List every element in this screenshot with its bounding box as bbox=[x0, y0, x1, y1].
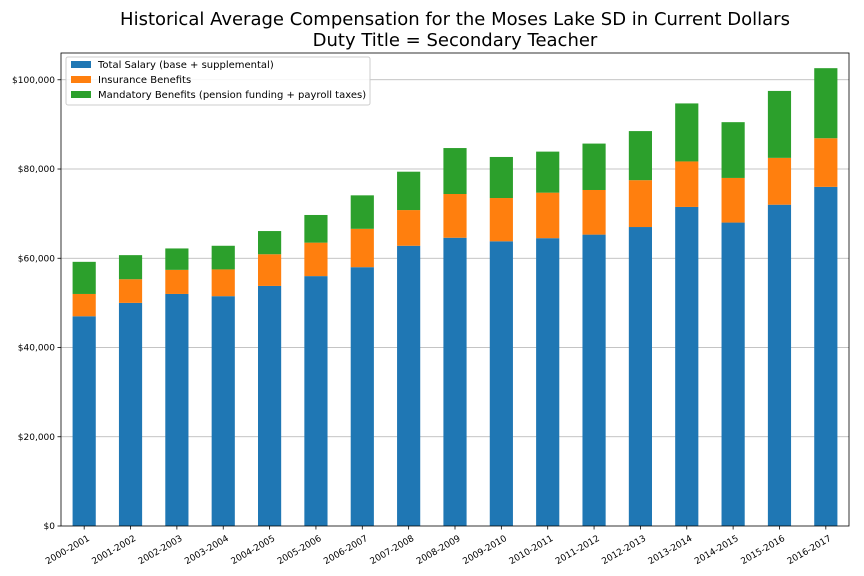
bar-segment bbox=[443, 194, 467, 238]
bar-segment bbox=[258, 285, 282, 526]
bar-segment bbox=[675, 103, 699, 162]
bar-segment bbox=[397, 210, 421, 246]
bar-segment bbox=[211, 245, 235, 270]
bar-segment bbox=[165, 248, 189, 270]
y-tick-label: $40,000 bbox=[18, 344, 55, 354]
bar-segment bbox=[582, 234, 606, 527]
legend-box bbox=[65, 56, 371, 106]
y-tick-label: $0 bbox=[44, 522, 56, 532]
legend: Total Salary (base + supplemental) Insura… bbox=[65, 56, 371, 106]
bar-segment bbox=[721, 222, 745, 526]
y-tick-label: $80,000 bbox=[18, 165, 55, 175]
bar-segment bbox=[443, 148, 467, 195]
bar-segment bbox=[304, 242, 328, 277]
bar-segment bbox=[118, 279, 143, 303]
bar-segment bbox=[258, 254, 282, 286]
bar-segment bbox=[72, 316, 96, 526]
bar-segment bbox=[767, 90, 792, 158]
legend-label: Mandatory Benefits (pension funding + pa… bbox=[98, 90, 366, 101]
bar-segment bbox=[72, 293, 96, 317]
bar-segment bbox=[397, 171, 421, 211]
bars bbox=[72, 68, 838, 527]
bar-segment bbox=[165, 269, 189, 294]
bar-segment bbox=[628, 227, 652, 526]
bar-segment bbox=[350, 195, 374, 229]
bar-segment bbox=[304, 276, 328, 526]
legend-label: Insurance Benefits bbox=[98, 75, 191, 86]
y-axis: $0 $20,000 $40,000 $60,000 $80,000 $100,000 bbox=[12, 76, 61, 532]
legend-swatch bbox=[71, 61, 91, 68]
legend-swatch bbox=[71, 91, 91, 98]
y-tick-label: $100,000 bbox=[12, 76, 55, 86]
bar-segment bbox=[675, 161, 699, 207]
bar-segment bbox=[489, 241, 513, 526]
bar-segment bbox=[582, 143, 606, 190]
bar-segment bbox=[675, 206, 699, 526]
bar-segment bbox=[443, 237, 467, 526]
bar-segment bbox=[72, 261, 96, 294]
bar-segment bbox=[489, 156, 513, 199]
bar-segment bbox=[536, 192, 560, 239]
bar-segment bbox=[721, 122, 745, 178]
y-tick-label: $60,000 bbox=[18, 254, 55, 264]
bar-segment bbox=[350, 228, 374, 268]
bar-segment bbox=[814, 186, 838, 526]
bar-segment bbox=[258, 231, 282, 255]
legend-swatch bbox=[71, 76, 91, 83]
bar-segment bbox=[304, 214, 328, 243]
bar-segment bbox=[814, 68, 838, 139]
bar-segment bbox=[350, 267, 374, 526]
bar-segment bbox=[814, 138, 838, 187]
chart-title: Historical Average Compensation for the … bbox=[120, 9, 790, 30]
bar-segment bbox=[767, 204, 792, 526]
bar-segment bbox=[211, 269, 235, 297]
bar-segment bbox=[397, 245, 421, 526]
bar-segment bbox=[536, 151, 560, 193]
y-tick-label: $20,000 bbox=[18, 433, 55, 443]
bar-segment bbox=[489, 198, 513, 242]
bar-segment bbox=[767, 157, 792, 205]
bar-segment bbox=[582, 189, 606, 235]
bar-segment bbox=[628, 131, 652, 181]
bar-segment bbox=[118, 255, 143, 280]
legend-label: Total Salary (base + supplemental) bbox=[97, 60, 274, 71]
bar-segment bbox=[628, 180, 652, 228]
bar-segment bbox=[536, 238, 560, 526]
bar-segment bbox=[165, 293, 189, 526]
bar-segment bbox=[211, 296, 235, 526]
chart-subtitle: Duty Title = Secondary Teacher bbox=[313, 30, 598, 51]
bar-segment bbox=[721, 177, 745, 223]
bar-segment bbox=[118, 302, 143, 526]
